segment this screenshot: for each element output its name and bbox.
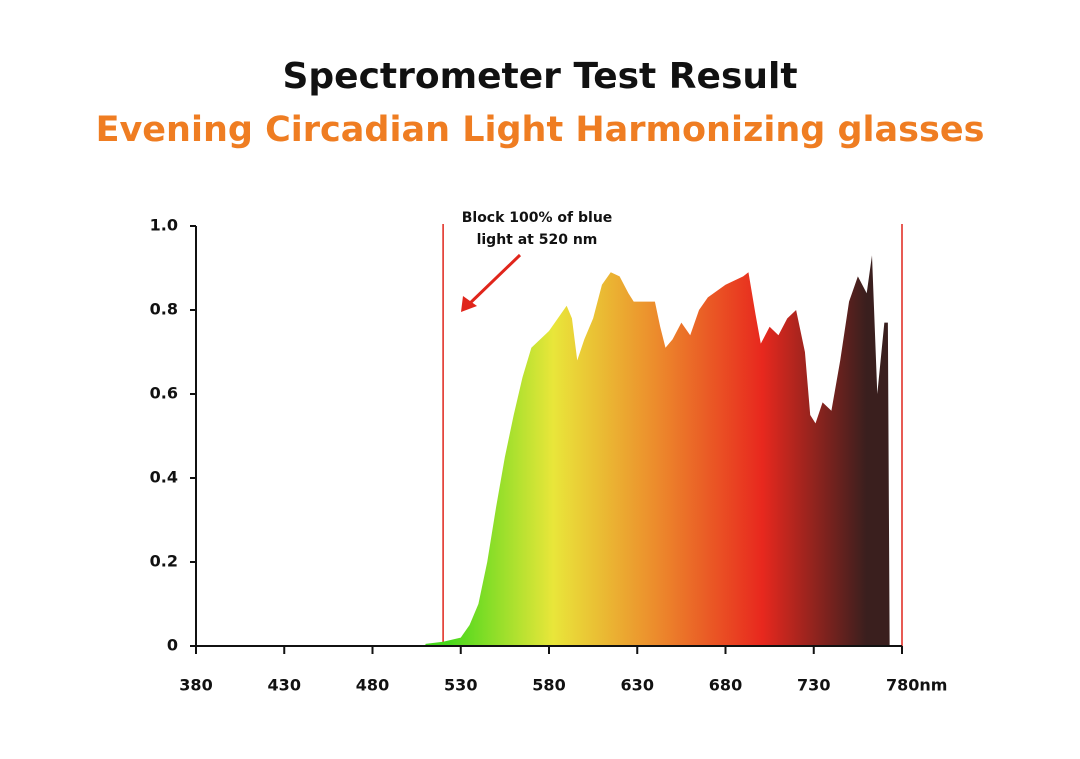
- annotation-arrow: [464, 253, 522, 309]
- y-tick-label: 0.8: [150, 300, 178, 319]
- arrow-head: [461, 296, 477, 312]
- x-tick-label: 730: [797, 676, 830, 695]
- x-tick-label: 680: [709, 676, 742, 695]
- x-tick-label: 530: [444, 676, 477, 695]
- y-tick-label: 0: [167, 636, 178, 655]
- y-tick-label: 1.0: [150, 216, 178, 235]
- chart-subtitle: Evening Circadian Light Harmonizing glas…: [96, 110, 985, 150]
- y-tick-label: 0.6: [150, 384, 178, 403]
- spectrum-area: [425, 255, 890, 646]
- chart-title: Spectrometer Test Result: [282, 56, 797, 97]
- annotation: light at 520 nm: [477, 232, 598, 248]
- y-tick-label: 0.4: [150, 468, 178, 487]
- annotation: Block 100% of blue: [462, 210, 613, 226]
- x-tick-label: 480: [356, 676, 389, 695]
- x-tick-label: 430: [268, 676, 301, 695]
- y-tick-label: 0.2: [150, 552, 178, 571]
- x-tick-label: 780nm: [886, 676, 947, 695]
- x-tick-label: 630: [621, 676, 654, 695]
- x-tick-label: 580: [532, 676, 565, 695]
- x-tick-label: 380: [179, 676, 212, 695]
